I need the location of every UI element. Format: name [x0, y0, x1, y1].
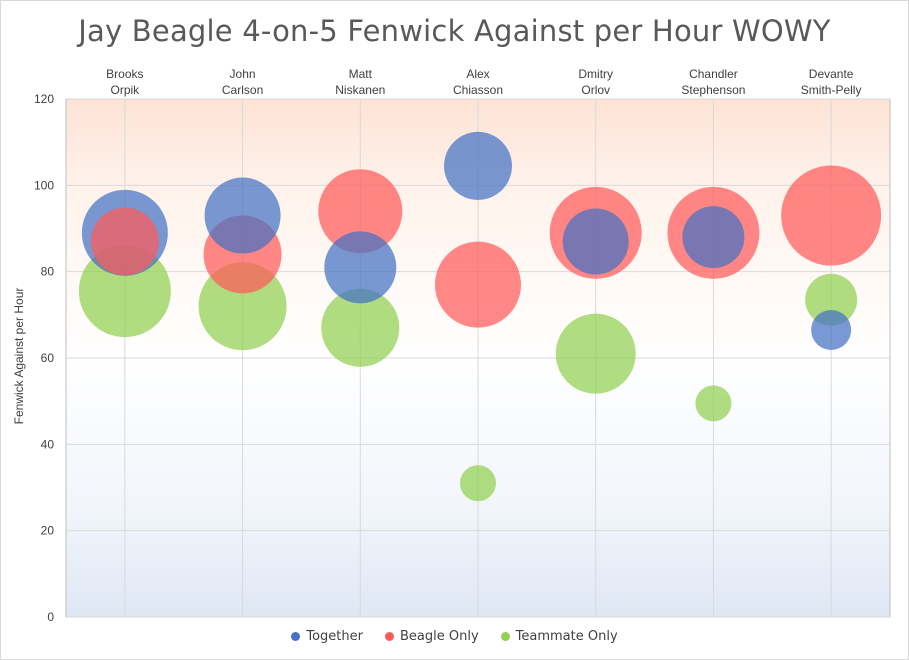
legend-marker [500, 632, 510, 641]
legend-item: Beagle Only [384, 629, 479, 644]
x-category-label: Niskanen [335, 83, 385, 97]
y-tick-label: 60 [41, 351, 55, 365]
x-category-label: Alex [466, 67, 489, 81]
legend-item: Together [291, 629, 363, 644]
x-category-label: Brooks [106, 67, 143, 81]
y-tick-label: 20 [41, 524, 55, 538]
x-category-label: Smith-Pelly [801, 83, 862, 97]
x-category-label: Carlson [222, 83, 263, 97]
x-category-label: Orpik [111, 83, 141, 97]
legend-marker [384, 632, 394, 641]
bubble-teammate-only [460, 465, 496, 502]
bubble-teammate-only [555, 313, 636, 394]
bubble-teammate-only [805, 273, 858, 326]
y-tick-label: 100 [34, 178, 54, 192]
legend-label: Together [306, 629, 363, 644]
bubble-together [682, 206, 745, 269]
x-category-label: Chandler [689, 67, 738, 81]
x-category-label: Matt [349, 67, 373, 81]
bubble-together [444, 131, 512, 200]
bubble-together [562, 208, 629, 275]
chart-legend: Together Beagle Only Teammate Only [0, 629, 909, 644]
bubble-beagle-only [318, 169, 403, 254]
y-tick-label: 40 [41, 437, 55, 451]
bubble-together [204, 177, 281, 254]
chart-title: Jay Beagle 4-on-5 Fenwick Against per Ho… [78, 14, 831, 48]
x-category-label: Stephenson [681, 83, 745, 97]
bubble-beagle-only [781, 165, 882, 266]
legend-label: Teammate Only [515, 629, 618, 644]
x-category-label: Dmitry [578, 67, 613, 81]
bubble-teammate-only [321, 288, 400, 367]
x-category-label: John [230, 67, 256, 81]
bubble-together [324, 231, 397, 304]
bubble-teammate-only [695, 385, 732, 422]
y-axis-label: Fenwick Against per Hour [12, 288, 26, 425]
bubble-beagle-only [90, 207, 159, 276]
bubble-together [811, 309, 852, 350]
legend-label: Beagle Only [399, 629, 479, 644]
legend-item: Teammate Only [500, 629, 618, 644]
x-category-label: Orlov [581, 83, 610, 97]
x-category-label: Chiasson [453, 83, 503, 97]
y-tick-label: 0 [47, 610, 54, 624]
y-tick-label: 80 [41, 265, 55, 279]
legend-marker [291, 632, 301, 641]
x-category-label: Devante [809, 67, 854, 81]
bubble-beagle-only [435, 241, 521, 328]
y-tick-label: 120 [34, 92, 54, 106]
